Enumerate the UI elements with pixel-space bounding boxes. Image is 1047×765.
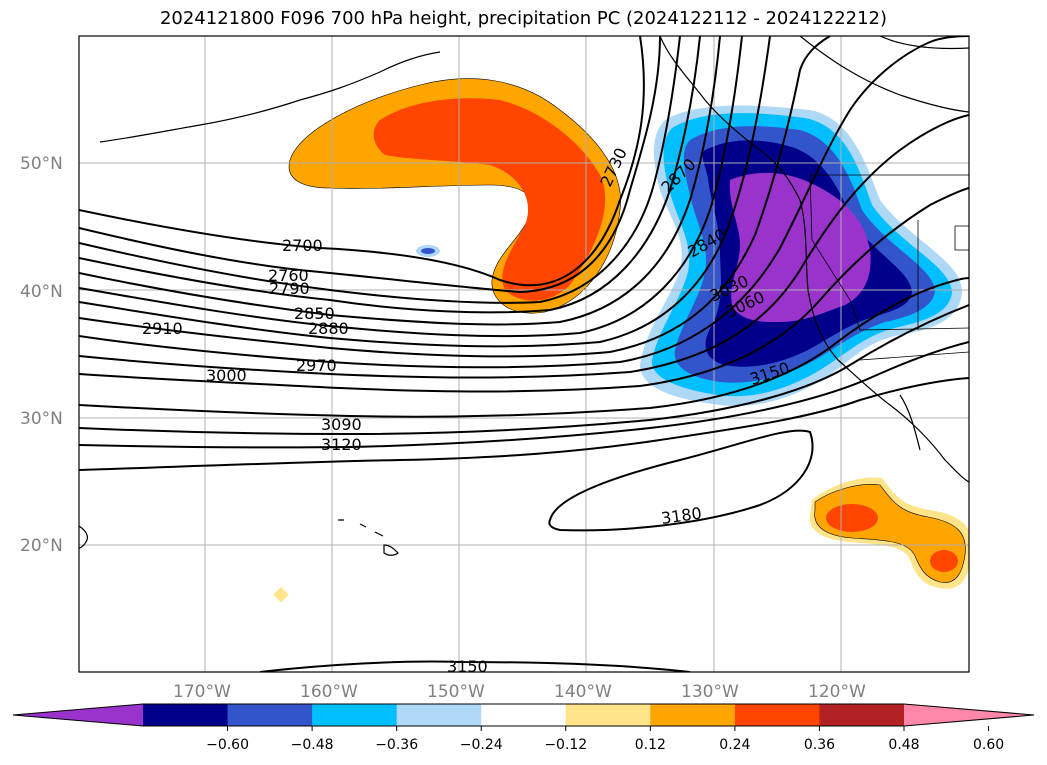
borders [809, 174, 969, 361]
colorbar-tick-label: 0.48 [888, 737, 919, 753]
colorbar: −0.60 −0.48 −0.36 −0.24 −0.12 0.12 0.24 0.36 0.4… [12, 703, 1035, 753]
contour-label: 3000 [206, 366, 247, 385]
coastlines [79, 36, 969, 556]
precip-anomaly-north-pacific [288, 78, 621, 314]
colorbar-segment [481, 704, 567, 726]
colorbar-tick-label: 0.60 [973, 737, 1004, 753]
lat-label: 30°N [20, 409, 63, 429]
colorbar-segment [734, 704, 820, 726]
map-frame [78, 35, 970, 673]
contour-label: 2760 [268, 266, 309, 285]
lon-label: 160°W [300, 682, 358, 702]
graticule [79, 36, 969, 672]
height-contours [79, 36, 969, 672]
colorbar-tick-label: 0.36 [804, 737, 835, 753]
colorbar-tick-label: −0.12 [544, 737, 587, 753]
colorbar-tick-label: −0.60 [206, 737, 249, 753]
colorbar-segment [227, 704, 313, 726]
lon-label: 140°W [554, 682, 612, 702]
precip-anomaly-baja [809, 477, 969, 589]
contour-label: 2970 [296, 356, 337, 375]
colorbar-extend-low [13, 704, 143, 726]
lat-label: 50°N [20, 154, 63, 174]
contour-label: 2700 [282, 236, 323, 255]
colorbar-segment [650, 704, 736, 726]
colorbar-segment [312, 704, 398, 726]
colorbar-segment [396, 704, 482, 726]
lon-label: 120°W [808, 682, 866, 702]
contour-label: 3120 [321, 435, 362, 454]
colorbar-tick-label: −0.24 [460, 737, 503, 753]
colorbar-outline [12, 703, 1035, 727]
lon-label: 170°W [173, 682, 231, 702]
colorbar-tick-label: 0.24 [719, 737, 750, 753]
contour-label: 3150 [447, 657, 488, 676]
contour-label: 2850 [294, 304, 335, 323]
colorbar-segment [143, 704, 229, 726]
colorbar-segment [565, 704, 651, 726]
latitude-labels: 50°N 40°N 30°N 20°N [20, 154, 63, 556]
colorbar-extend-high [904, 704, 1034, 726]
lon-label: 150°W [427, 682, 485, 702]
contour-label: 2910 [142, 319, 183, 338]
lat-label: 20°N [20, 536, 63, 556]
contour-label: 2790 [269, 279, 310, 298]
contour-label: 3090 [321, 415, 362, 434]
lon-label: 130°W [681, 682, 739, 702]
longitude-labels: 170°W 160°W 150°W 140°W 130°W 120°W [173, 682, 866, 702]
colorbar-tick-label: −0.48 [291, 737, 334, 753]
map-title: 2024121800 F096 700 hPa height, precipit… [159, 8, 888, 29]
contour-label: 2880 [308, 319, 349, 338]
colorbar-segment [819, 704, 905, 726]
colorbar-tick-label: 0.12 [635, 737, 666, 753]
lat-label: 40°N [20, 282, 63, 302]
colorbar-tick-label: −0.36 [375, 737, 418, 753]
